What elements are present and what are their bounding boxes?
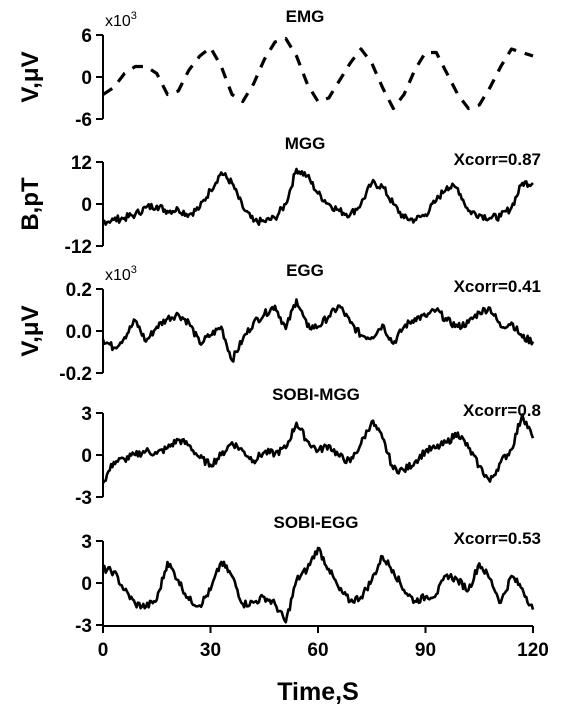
xcorr-label-sobi-egg: Xcorr=0.53 — [454, 529, 541, 548]
y-tick-label-emg-2: -6 — [75, 110, 92, 131]
x-tick-label-0: 0 — [98, 640, 109, 661]
x-tick-label-2: 60 — [307, 640, 328, 661]
panel-title-sobi-mgg: SOBI-MGG — [272, 385, 360, 404]
panel-title-emg: EMG — [286, 7, 325, 26]
panel-emg: 6 0 -6 x103 EMG V,μV — [17, 7, 534, 131]
y-tick-label-emg-1: 0 — [81, 68, 92, 89]
shared-x-axis: 0 30 60 90 120 — [98, 625, 549, 661]
y-tick-label-sobi-egg-0: 3 — [81, 532, 92, 553]
y-axis-label-mgg: B,pT — [17, 177, 44, 231]
panel-sobi-mgg: 3 0 -3 SOBI-MGG Xcorr=0.8 — [75, 385, 541, 509]
y-tick-label-sobi-mgg-0: 3 — [81, 404, 92, 425]
y-tick-label-sobi-mgg-2: -3 — [75, 488, 92, 509]
x-tick-label-4: 120 — [517, 640, 549, 661]
xcorr-label-sobi-mgg: Xcorr=0.8 — [463, 401, 541, 420]
panel-title-sobi-egg: SOBI-EGG — [273, 513, 358, 532]
y-tick-label-egg-2: -0.2 — [59, 364, 92, 385]
panel-egg: 0.2 0.0 -0.2 x103 EGG Xcorr=0.41 V,μV — [17, 261, 541, 385]
series-line-mgg — [102, 167, 534, 226]
panel-mgg: 12 0 -12 MGG Xcorr=0.87 B,pT — [17, 134, 541, 258]
series-line-egg — [101, 298, 535, 363]
series-line-sobi-egg — [101, 546, 535, 624]
y-tick-label-mgg-1: 0 — [81, 195, 92, 216]
x-tick-label-3: 90 — [415, 640, 436, 661]
y-axis-label-emg: V,μV — [17, 51, 44, 102]
y-tick-label-mgg-2: -12 — [65, 237, 92, 258]
x-tick-label-1: 30 — [200, 640, 221, 661]
y-tick-label-egg-0: 0.2 — [66, 280, 92, 301]
x-axis-label: Time,S — [277, 678, 359, 706]
series-line-emg — [102, 36, 534, 111]
y-multiplier-egg: x103 — [105, 264, 137, 284]
y-tick-label-mgg-0: 12 — [71, 153, 92, 174]
y-tick-label-sobi-egg-2: -3 — [75, 616, 92, 637]
y-tick-label-egg-1: 0.0 — [66, 322, 92, 343]
y-tick-label-emg-0: 6 — [81, 26, 92, 47]
xcorr-label-mgg: Xcorr=0.87 — [454, 150, 541, 169]
y-tick-label-sobi-egg-1: 0 — [81, 574, 92, 595]
y-tick-label-sobi-mgg-1: 0 — [81, 446, 92, 467]
panel-title-egg: EGG — [286, 261, 324, 280]
panel-sobi-egg: 3 0 -3 SOBI-EGG Xcorr=0.53 — [75, 513, 541, 637]
y-multiplier-emg: x103 — [105, 10, 137, 30]
chart-panels: 6 0 -6 x103 EMG V,μV 12 0 -12 MGG Xcorr=0.87 B,pT 0.… — [17, 7, 541, 637]
xcorr-label-egg: Xcorr=0.41 — [454, 277, 541, 296]
y-axis-label-egg: V,μV — [17, 305, 44, 356]
series-line-sobi-mgg — [101, 413, 535, 484]
panel-title-mgg: MGG — [285, 134, 326, 153]
